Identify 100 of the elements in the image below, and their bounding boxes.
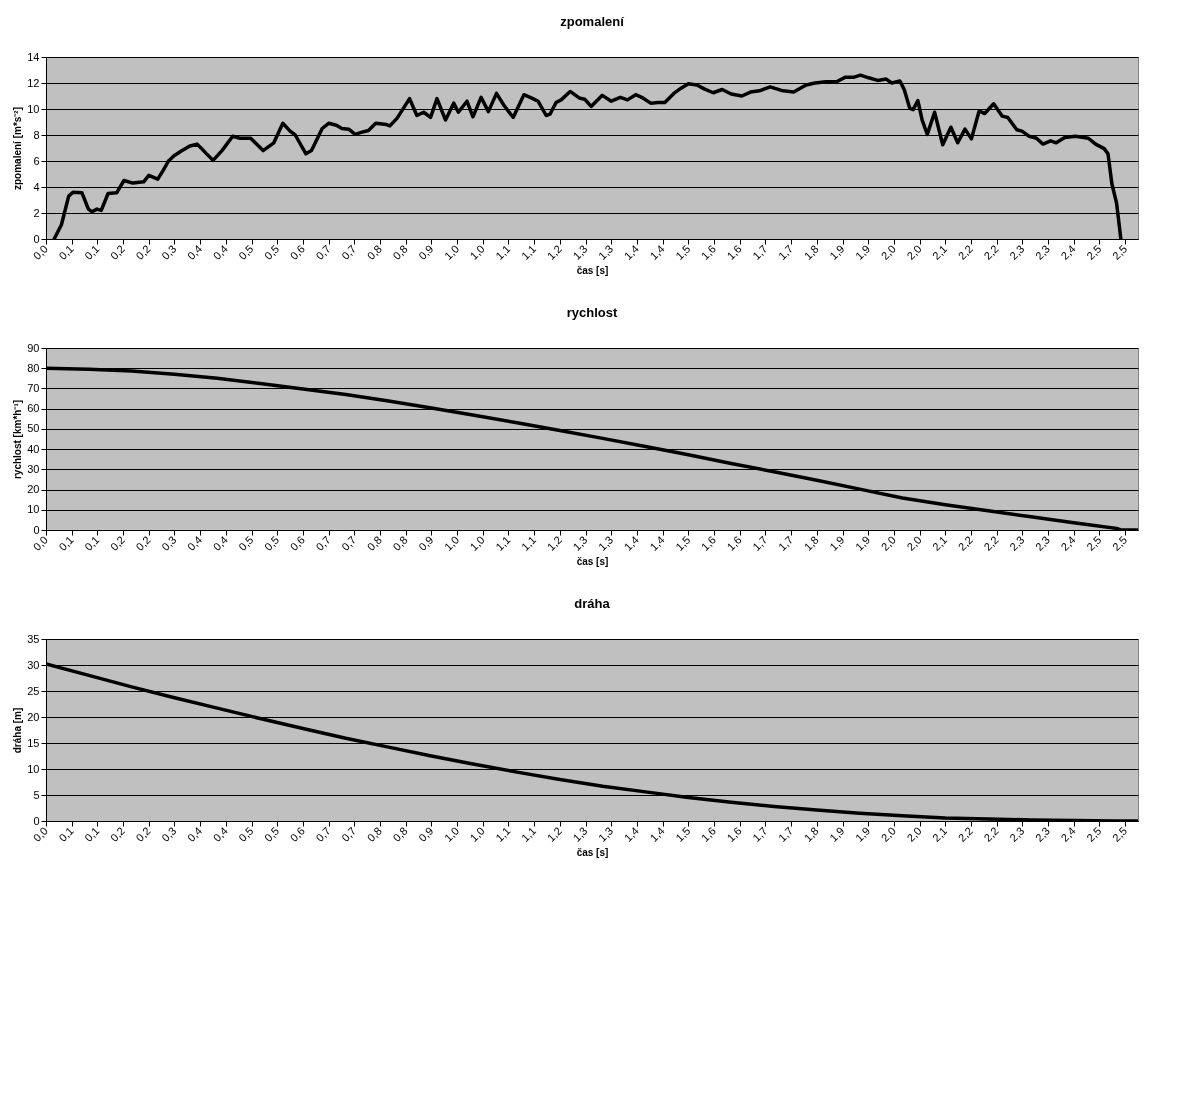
x-axis-title: čas [s]: [576, 264, 609, 276]
x-tick-label: 2,5: [1109, 242, 1130, 262]
y-tick-label: 30: [27, 658, 40, 671]
y-tick-label: 25: [27, 684, 40, 697]
x-tick-label: 0,9: [416, 533, 436, 553]
y-tick-label: 70: [27, 381, 40, 394]
x-tick-label: 2,3: [1007, 824, 1027, 844]
x-tick-label: 0,6: [287, 533, 307, 553]
x-tick-label: 0,8: [390, 824, 410, 844]
x-tick-label: 1,4: [647, 242, 667, 262]
x-tick-label: 2,4: [1058, 824, 1078, 844]
x-tick-label: 1,6: [724, 242, 744, 262]
x-tick-label: 2,3: [1032, 824, 1053, 844]
x-tick-label: 2,5: [1084, 533, 1104, 553]
x-tick-label: 0,8: [390, 533, 410, 553]
x-tick-label: 1,9: [827, 533, 847, 553]
y-tick-label: 20: [27, 710, 40, 723]
x-tick-label: 2,1: [930, 242, 950, 262]
x-tick-label: 0,7: [313, 533, 333, 553]
x-tick-label: 0,5: [261, 824, 282, 844]
chart-title: dráha: [574, 596, 611, 611]
x-tick-label: 0,4: [210, 242, 230, 262]
y-tick-label: 15: [27, 736, 40, 749]
x-tick-label: 1,4: [647, 824, 667, 844]
x-tick-label: 0,1: [82, 242, 102, 262]
x-tick-label: 0,8: [390, 242, 410, 262]
y-tick-label: 10: [27, 102, 40, 115]
x-tick-label: 1,0: [467, 242, 487, 262]
x-tick-label: 0,0: [30, 242, 51, 262]
x-tick-label: 0,4: [184, 242, 205, 262]
y-tick-label: 20: [27, 483, 40, 496]
x-tick-label: 2,2: [955, 824, 976, 844]
x-tick-label: 0,2: [107, 242, 128, 262]
x-tick-label: 2,0: [878, 824, 898, 844]
x-axis-title: čas [s]: [576, 555, 609, 567]
x-tick-label: 1,2: [544, 824, 564, 844]
x-tick-label: 0,1: [56, 533, 76, 553]
y-tick-label: 10: [27, 503, 40, 516]
x-tick-label: 0,7: [339, 824, 359, 844]
x-tick-label: 1,7: [750, 242, 770, 262]
y-tick-label: 40: [27, 442, 40, 455]
y-axis-title: zpomalení [m*s⁻²]: [12, 106, 24, 191]
chart-title: rychlost: [566, 305, 618, 320]
x-tick-label: 1,0: [441, 242, 462, 262]
x-tick-label: 2,3: [1007, 533, 1027, 553]
x-tick-label: 1,9: [827, 242, 847, 262]
y-tick-label: 4: [33, 180, 40, 193]
y-tick-label: 0: [33, 814, 40, 827]
x-tick-label: 2,3: [1032, 533, 1053, 553]
x-tick-label: 0,3: [159, 242, 179, 262]
x-tick-label: 1,7: [750, 533, 770, 553]
x-tick-label: 0,5: [236, 533, 256, 553]
x-tick-label: 0,2: [133, 533, 153, 553]
x-tick-label: 0,2: [107, 824, 128, 844]
y-tick-label: 50: [27, 422, 40, 435]
x-tick-label: 0,2: [133, 824, 153, 844]
x-tick-label: 1,6: [724, 824, 744, 844]
x-tick-label: 1,1: [493, 242, 513, 262]
x-tick-label: 2,2: [955, 242, 976, 262]
x-tick-label: 2,0: [904, 824, 924, 844]
x-tick-label: 1,2: [544, 242, 564, 262]
x-tick-label: 0,5: [236, 242, 256, 262]
x-tick-label: 0,5: [236, 824, 256, 844]
x-tick-label: 1,3: [596, 533, 616, 553]
x-tick-label: 0,6: [287, 824, 307, 844]
x-tick-label: 2,4: [1058, 242, 1078, 262]
x-tick-label: 0,3: [159, 533, 179, 553]
x-tick-label: 2,2: [981, 533, 1001, 553]
x-tick-label: 1,5: [673, 242, 693, 262]
x-tick-label: 0,9: [416, 242, 436, 262]
x-tick-label: 1,7: [750, 824, 770, 844]
x-tick-label: 1,6: [698, 242, 719, 262]
x-tick-label: 2,1: [930, 533, 950, 553]
x-tick-label: 0,7: [313, 824, 333, 844]
y-axis-title: dráha [m]: [12, 707, 24, 754]
y-tick-label: 8: [33, 128, 40, 141]
x-tick-label: 1,0: [467, 533, 487, 553]
x-tick-label: 1,7: [775, 533, 796, 553]
y-tick-label: 0: [33, 523, 40, 536]
y-tick-label: 80: [27, 361, 40, 374]
y-tick-label: 6: [33, 154, 40, 167]
x-tick-label: 0,0: [30, 533, 51, 553]
x-tick-label: 2,0: [878, 242, 898, 262]
x-tick-label: 0,5: [261, 533, 282, 553]
x-tick-label: 0,5: [261, 242, 282, 262]
x-tick-label: 2,5: [1084, 242, 1104, 262]
x-tick-label: 2,3: [1032, 242, 1053, 262]
x-tick-label: 1,6: [698, 533, 719, 553]
x-tick-label: 2,5: [1109, 824, 1130, 844]
x-tick-label: 0,8: [364, 242, 385, 262]
x-tick-label: 0,4: [210, 533, 230, 553]
x-tick-label: 0,6: [287, 242, 307, 262]
x-tick-label: 1,8: [801, 533, 821, 553]
x-tick-label: 1,1: [493, 824, 513, 844]
x-tick-label: 1,9: [852, 533, 873, 553]
y-tick-label: 10: [27, 762, 40, 775]
y-tick-label: 12: [27, 76, 40, 89]
x-tick-label: 1,3: [570, 824, 590, 844]
x-tick-label: 1,1: [518, 824, 539, 844]
x-tick-label: 1,8: [801, 242, 821, 262]
